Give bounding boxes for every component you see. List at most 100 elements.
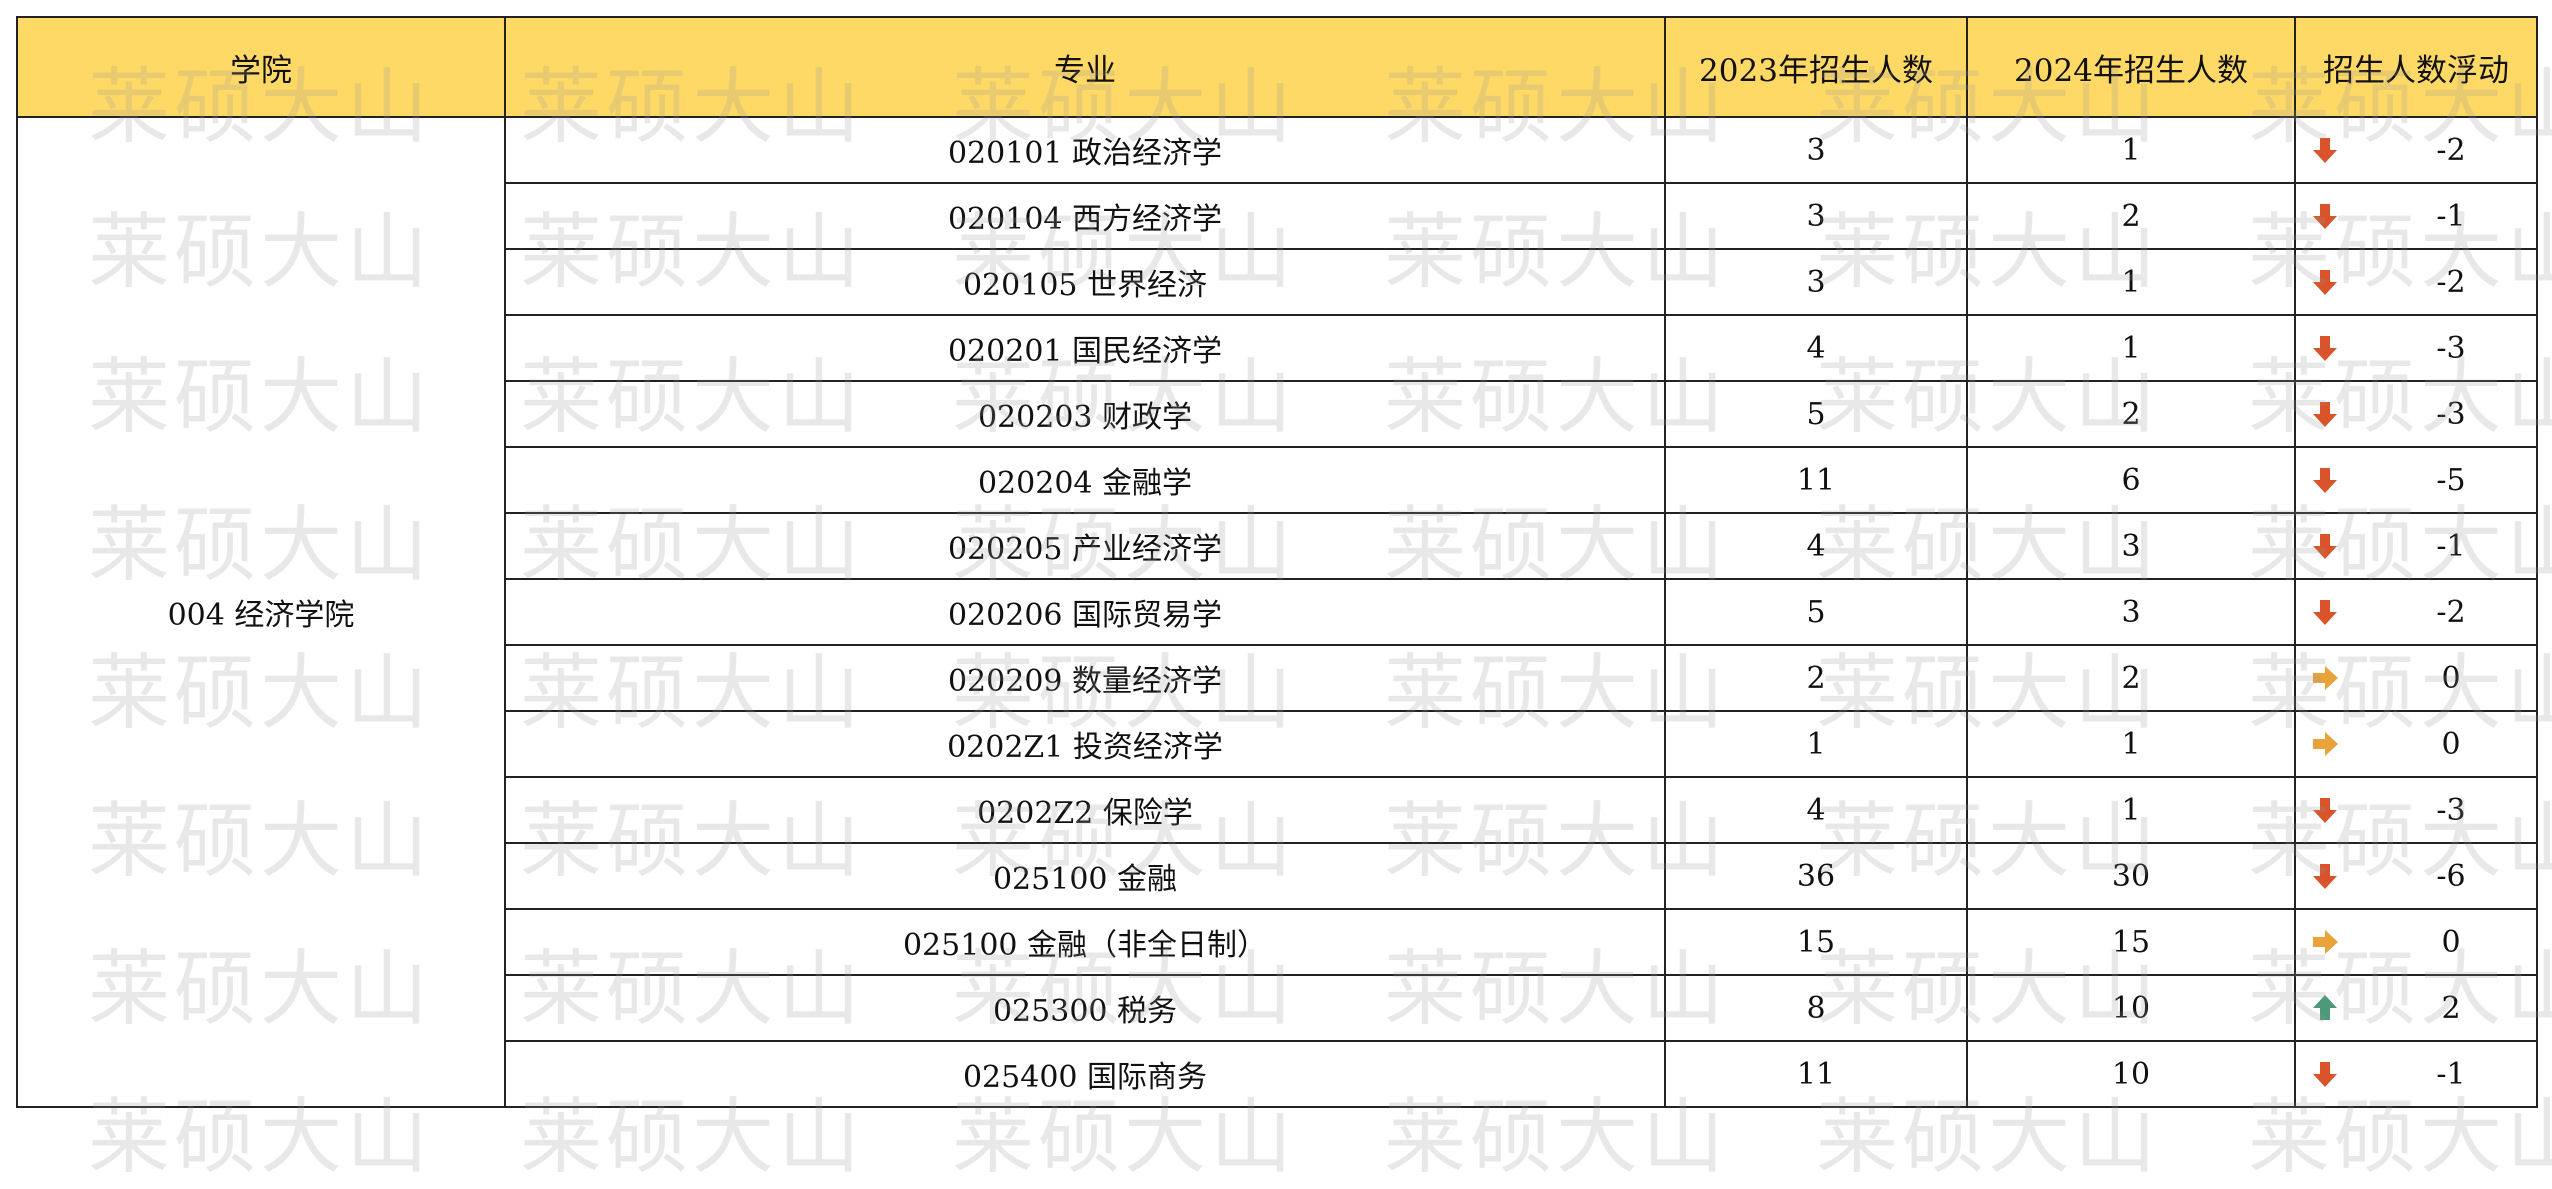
enrollment-2024-cell: 2 [1966, 380, 2296, 448]
table-row: 020201 国民经济学 4 1 -3 [17, 314, 2538, 382]
table-row: 025400 国际商务 11 10 -1 [17, 1040, 2538, 1108]
major-cell: 020201 国民经济学 [504, 314, 1666, 382]
table-row: 020205 产业经济学 4 3 -1 [17, 512, 2538, 580]
arrow-down-icon [2310, 333, 2340, 363]
change-cell: -6 [2294, 842, 2538, 910]
major-cell: 025300 税务 [504, 974, 1666, 1042]
enrollment-2024-cell: 1 [1966, 710, 2296, 778]
enrollment-2023-cell: 11 [1664, 446, 1968, 514]
change-cell: 0 [2294, 710, 2538, 778]
arrow-right-icon [2310, 927, 2340, 957]
arrow-down-icon [2310, 597, 2340, 627]
table-row: 020209 数量经济学 2 2 0 [17, 644, 2538, 712]
change-value: -3 [2436, 396, 2466, 432]
table-row: 025100 金融（非全日制） 15 15 0 [17, 908, 2538, 976]
change-value: 0 [2441, 924, 2461, 960]
header-major: 专业 [504, 16, 1666, 118]
arrow-right-icon [2310, 663, 2340, 693]
table-row: 025300 税务 8 10 2 [17, 974, 2538, 1042]
enrollment-2024-cell: 1 [1966, 314, 2296, 382]
change-cell: -3 [2294, 776, 2538, 844]
header-change: 招生人数浮动 [2294, 16, 2538, 118]
enrollment-2024-cell: 2 [1966, 644, 2296, 712]
change-cell: 0 [2294, 644, 2538, 712]
change-value: -2 [2436, 132, 2466, 168]
major-cell: 0202Z1 投资经济学 [504, 710, 1666, 778]
enrollment-2024-cell: 10 [1966, 1040, 2296, 1108]
header-2024: 2024年招生人数 [1966, 16, 2296, 118]
change-value: -6 [2436, 858, 2466, 894]
enrollment-2023-cell: 8 [1664, 974, 1968, 1042]
major-cell: 020101 政治经济学 [504, 116, 1666, 184]
change-value: -2 [2436, 594, 2466, 630]
enrollment-2023-cell: 4 [1664, 776, 1968, 844]
change-cell: -3 [2294, 314, 2538, 382]
change-cell: -5 [2294, 446, 2538, 514]
change-value: -2 [2436, 264, 2466, 300]
change-value: -1 [2436, 1056, 2466, 1092]
enrollment-2023-cell: 11 [1664, 1040, 1968, 1108]
change-cell: -2 [2294, 248, 2538, 316]
header-row: 学院 专业 2023年招生人数 2024年招生人数 招生人数浮动 [16, 16, 2538, 118]
major-cell: 020206 国际贸易学 [504, 578, 1666, 646]
arrow-up-icon [2310, 993, 2340, 1023]
table-row: 004 经济学院 020101 政治经济学 3 1 -2 [16, 116, 2538, 1108]
change-cell: -2 [2294, 116, 2538, 184]
major-cell: 020105 世界经济 [504, 248, 1666, 316]
change-cell: -1 [2294, 512, 2538, 580]
enrollment-2023-cell: 36 [1664, 842, 1968, 910]
change-cell: 2 [2294, 974, 2538, 1042]
table-body: 004 经济学院 020101 政治经济学 3 1 -2 020104 西方经济学 3 2… [16, 116, 2538, 1108]
major-cell: 020203 财政学 [504, 380, 1666, 448]
enrollment-2023-cell: 1 [1664, 710, 1968, 778]
enrollment-2023-cell: 4 [1664, 314, 1968, 382]
arrow-down-icon [2310, 201, 2340, 231]
enrollment-2024-cell: 3 [1966, 512, 2296, 580]
major-cell: 020205 产业经济学 [504, 512, 1666, 580]
enrollment-2023-cell: 4 [1664, 512, 1968, 580]
enrollment-2024-cell: 6 [1966, 446, 2296, 514]
arrow-down-icon [2310, 135, 2340, 165]
change-value: -5 [2436, 462, 2466, 498]
enrollment-2023-cell: 3 [1664, 182, 1968, 250]
change-cell: -2 [2294, 578, 2538, 646]
major-cell: 020209 数量经济学 [504, 644, 1666, 712]
enrollment-2024-cell: 10 [1966, 974, 2296, 1042]
change-value: 0 [2441, 660, 2461, 696]
table-row: 020105 世界经济 3 1 -2 [17, 248, 2538, 316]
major-cell: 025100 金融 [504, 842, 1666, 910]
enrollment-2023-cell: 3 [1664, 248, 1968, 316]
change-cell: 0 [2294, 908, 2538, 976]
enrollment-2024-cell: 15 [1966, 908, 2296, 976]
change-value: -1 [2436, 528, 2466, 564]
table-row: 025100 金融 36 30 -6 [17, 842, 2538, 910]
major-cell: 020204 金融学 [504, 446, 1666, 514]
major-cell: 0202Z2 保险学 [504, 776, 1666, 844]
arrow-down-icon [2310, 861, 2340, 891]
enrollment-2024-cell: 3 [1966, 578, 2296, 646]
table-row: 020104 西方经济学 3 2 -1 [17, 182, 2538, 250]
arrow-down-icon [2310, 267, 2340, 297]
change-value: 0 [2441, 726, 2461, 762]
enrollment-2023-cell: 3 [1664, 116, 1968, 184]
college-cell: 004 经济学院 [16, 116, 506, 1108]
table-row: 020203 财政学 5 2 -3 [17, 380, 2538, 448]
enrollment-2023-cell: 15 [1664, 908, 1968, 976]
table-row: 0202Z2 保险学 4 1 -3 [17, 776, 2538, 844]
change-cell: -3 [2294, 380, 2538, 448]
major-cell: 025400 国际商务 [504, 1040, 1666, 1108]
arrow-down-icon [2310, 1059, 2340, 1089]
arrow-down-icon [2310, 399, 2340, 429]
change-value: -3 [2436, 330, 2466, 366]
arrow-right-icon [2310, 729, 2340, 759]
arrow-down-icon [2310, 531, 2340, 561]
table-row: 0202Z1 投资经济学 1 1 0 [17, 710, 2538, 778]
enrollment-2024-cell: 2 [1966, 182, 2296, 250]
enrollment-2023-cell: 5 [1664, 380, 1968, 448]
arrow-down-icon [2310, 795, 2340, 825]
enrollment-2024-cell: 1 [1966, 248, 2296, 316]
enrollment-table: 学院 专业 2023年招生人数 2024年招生人数 招生人数浮动 004 经济学… [16, 16, 2538, 1108]
change-value: -3 [2436, 792, 2466, 828]
major-cell: 025100 金融（非全日制） [504, 908, 1666, 976]
enrollment-2024-cell: 1 [1966, 116, 2296, 184]
